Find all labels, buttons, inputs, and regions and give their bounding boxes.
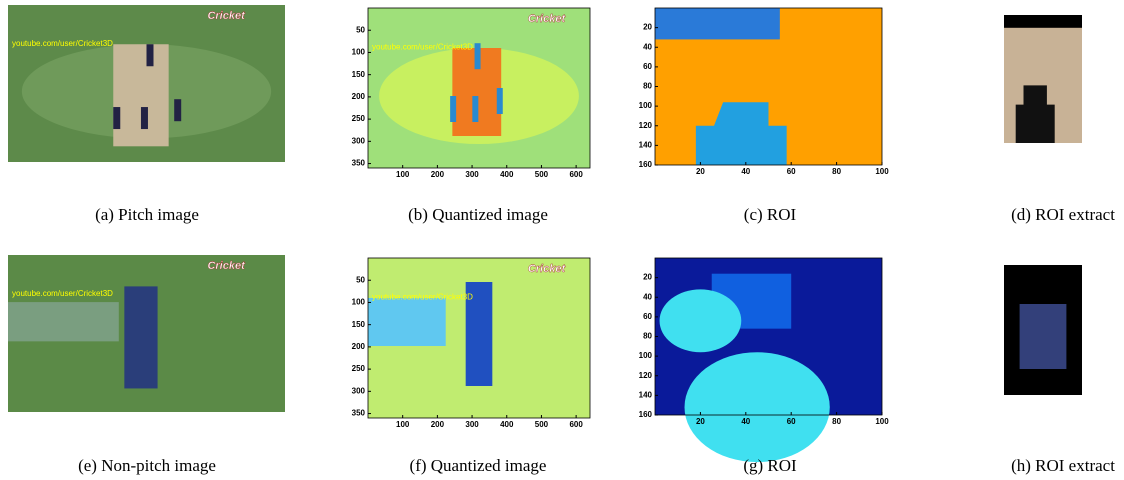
x-tick-label: 400 bbox=[500, 420, 514, 429]
x-tick-label: 300 bbox=[465, 170, 479, 179]
y-tick-label: 160 bbox=[639, 160, 653, 169]
panel: 20 40 60 80 100 20 40 60 80 100 120 140 160 bbox=[639, 8, 890, 176]
y-tick-label: 350 bbox=[352, 409, 366, 418]
y-tick-label: 150 bbox=[352, 70, 366, 79]
y-tick-label: 160 bbox=[639, 410, 653, 419]
y-tick-label: 350 bbox=[352, 159, 366, 168]
x-tick-label: 40 bbox=[741, 417, 750, 426]
y-tick-label: 40 bbox=[643, 42, 652, 51]
figure-shape bbox=[1020, 304, 1067, 369]
y-tick-label: 200 bbox=[352, 92, 366, 101]
x-tick-label: 600 bbox=[569, 170, 583, 179]
caption: (a) Pitch image bbox=[95, 205, 199, 224]
player bbox=[497, 88, 503, 114]
player bbox=[124, 286, 157, 388]
y-tick-label: 250 bbox=[352, 114, 366, 123]
x-tick-label: 20 bbox=[696, 167, 705, 176]
y-tick-label: 60 bbox=[643, 312, 652, 321]
x-tick-label: 100 bbox=[875, 167, 889, 176]
x-tick-label: 200 bbox=[431, 420, 445, 429]
player bbox=[141, 107, 148, 129]
x-tick-label: 20 bbox=[696, 417, 705, 426]
y-tick-label: 100 bbox=[352, 48, 366, 57]
logo: Cricket bbox=[528, 13, 567, 25]
y-tick-label: 300 bbox=[352, 136, 366, 145]
player bbox=[147, 44, 154, 66]
x-tick-label: 100 bbox=[396, 420, 410, 429]
pitch bbox=[113, 44, 168, 146]
y-tick-label: 100 bbox=[352, 298, 366, 307]
board bbox=[8, 302, 119, 341]
logo: Cricket bbox=[207, 260, 246, 272]
panel: youtube.com/user/Cricket3D Cricket 100 200 3… bbox=[352, 258, 590, 429]
region bbox=[685, 352, 830, 462]
x-tick-label: 500 bbox=[535, 420, 549, 429]
y-tick-label: 200 bbox=[352, 342, 366, 351]
panel: youtube.com/user/Cricket3D Cricket bbox=[8, 255, 285, 412]
y-tick-label: 250 bbox=[352, 364, 366, 373]
x-tick-label: 60 bbox=[787, 167, 796, 176]
region bbox=[660, 289, 742, 352]
x-tick-label: 300 bbox=[465, 420, 479, 429]
caption: (b) Quantized image bbox=[408, 205, 548, 224]
player bbox=[113, 107, 120, 129]
y-tick-label: 140 bbox=[639, 390, 653, 399]
figure: youtube.com/user/Cricket3D Cricket (a) Pit… bbox=[0, 0, 1124, 480]
watermark: youtube.com/user/Cricket3D bbox=[372, 293, 473, 302]
player bbox=[450, 96, 456, 122]
caption: (c) ROI bbox=[744, 205, 797, 224]
y-tick-label: 20 bbox=[643, 273, 652, 282]
x-tick-label: 500 bbox=[535, 170, 549, 179]
y-tick-label: 50 bbox=[356, 275, 365, 284]
panel: youtube.com/user/Cricket3D Cricket 100 200 3… bbox=[352, 8, 590, 179]
y-tick-label: 100 bbox=[639, 351, 653, 360]
y-tick-label: 20 bbox=[643, 23, 652, 32]
caption: (h) ROI extract bbox=[1011, 456, 1115, 475]
player bbox=[472, 96, 478, 122]
board bbox=[368, 298, 446, 346]
y-tick-label: 140 bbox=[639, 140, 653, 149]
y-tick-label: 100 bbox=[639, 101, 653, 110]
x-tick-label: 100 bbox=[396, 170, 410, 179]
top bbox=[1004, 15, 1082, 28]
watermark: youtube.com/user/Cricket3D bbox=[12, 39, 113, 48]
player bbox=[475, 43, 481, 69]
x-tick-label: 100 bbox=[875, 417, 889, 426]
top bbox=[655, 8, 780, 39]
y-tick-label: 50 bbox=[356, 25, 365, 34]
x-tick-label: 200 bbox=[431, 170, 445, 179]
y-tick-label: 40 bbox=[643, 292, 652, 301]
panel bbox=[1004, 15, 1082, 143]
y-tick-label: 120 bbox=[639, 371, 653, 380]
x-tick-label: 400 bbox=[500, 170, 514, 179]
caption: (f) Quantized image bbox=[410, 456, 547, 475]
watermark: youtube.com/user/Cricket3D bbox=[372, 43, 473, 52]
caption: (e) Non-pitch image bbox=[78, 456, 216, 475]
x-tick-label: 40 bbox=[741, 167, 750, 176]
caption: (g) ROI bbox=[743, 456, 797, 475]
x-tick-label: 80 bbox=[832, 167, 841, 176]
y-tick-label: 300 bbox=[352, 386, 366, 395]
y-tick-label: 80 bbox=[643, 82, 652, 91]
player bbox=[174, 99, 181, 121]
logo: Cricket bbox=[528, 263, 567, 275]
watermark: youtube.com/user/Cricket3D bbox=[12, 289, 113, 298]
caption: (d) ROI extract bbox=[1011, 205, 1115, 224]
x-tick-label: 80 bbox=[832, 417, 841, 426]
y-tick-label: 60 bbox=[643, 62, 652, 71]
y-tick-label: 150 bbox=[352, 320, 366, 329]
x-tick-label: 60 bbox=[787, 417, 796, 426]
y-tick-label: 80 bbox=[643, 332, 652, 341]
y-tick-label: 120 bbox=[639, 121, 653, 130]
panel: youtube.com/user/Cricket3D Cricket bbox=[8, 5, 285, 162]
logo: Cricket bbox=[207, 10, 246, 22]
panel bbox=[1004, 265, 1082, 395]
x-tick-label: 600 bbox=[569, 420, 583, 429]
panel: 20 40 60 80 100 20 40 60 80 100 120 140 160 bbox=[639, 258, 890, 462]
